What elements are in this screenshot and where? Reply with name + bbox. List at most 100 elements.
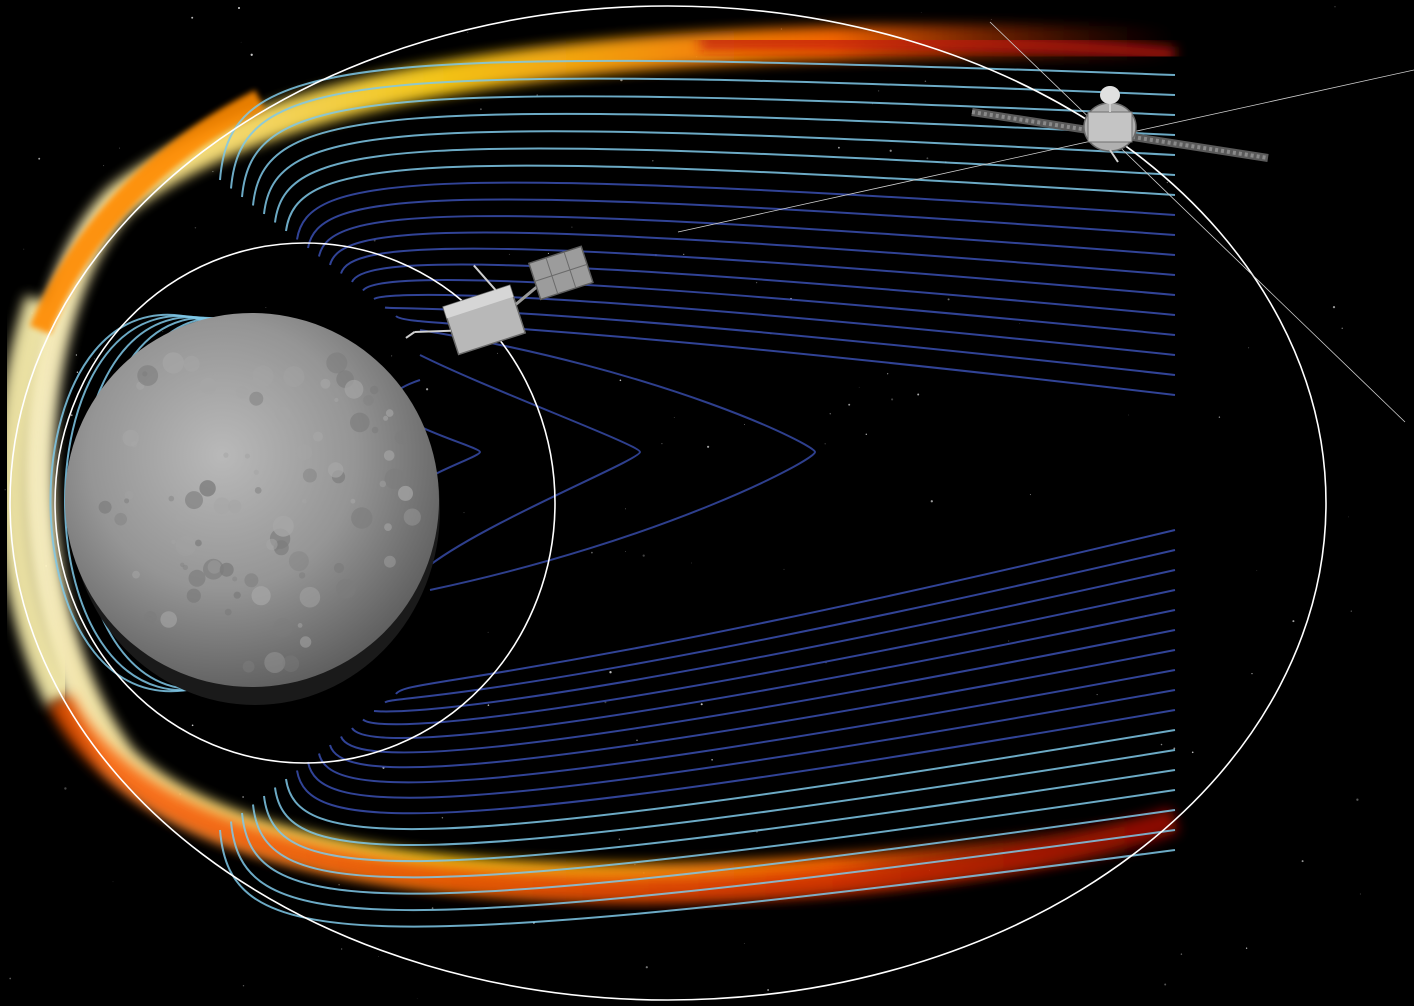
- crater: [114, 512, 127, 526]
- outer-spacecraft: [677, 21, 1414, 423]
- crater: [171, 539, 176, 545]
- star: [711, 758, 713, 761]
- star: [1128, 414, 1130, 416]
- crater: [211, 374, 219, 381]
- crater: [186, 588, 201, 603]
- star: [1008, 640, 1010, 642]
- crater: [283, 366, 305, 388]
- star: [425, 388, 429, 391]
- star: [497, 352, 498, 354]
- field-line: [384, 306, 1176, 376]
- crater: [200, 377, 217, 395]
- crater: [350, 498, 356, 504]
- star: [930, 500, 933, 503]
- field-line: [219, 59, 1176, 181]
- field-line: [263, 130, 1176, 215]
- star: [947, 298, 950, 301]
- crater: [370, 385, 379, 395]
- star: [926, 157, 929, 160]
- crater: [242, 660, 255, 673]
- star: [619, 379, 622, 382]
- field-line: [64, 315, 231, 691]
- star: [824, 443, 826, 445]
- crater: [233, 591, 241, 599]
- field-line: [395, 529, 1176, 695]
- crater: [296, 444, 313, 461]
- star: [194, 227, 197, 229]
- star: [743, 943, 745, 944]
- star: [829, 413, 831, 415]
- outer-orbit: [9, 5, 1327, 1001]
- inner-orbit: [54, 242, 556, 764]
- crater: [227, 499, 242, 514]
- field-line: [263, 769, 1176, 863]
- field-line: [362, 279, 1176, 336]
- star: [237, 6, 241, 10]
- crater: [384, 523, 392, 531]
- star: [642, 554, 645, 557]
- star: [1248, 347, 1250, 349]
- star: [265, 307, 267, 308]
- field-line: [419, 354, 642, 566]
- crater: [288, 551, 309, 572]
- star: [75, 354, 78, 356]
- star: [191, 724, 194, 727]
- field-line: [296, 181, 1176, 240]
- crater: [98, 500, 112, 514]
- crater: [350, 412, 370, 433]
- star: [1218, 416, 1221, 418]
- crater: [371, 426, 379, 434]
- crater: [264, 652, 286, 673]
- crater: [253, 469, 259, 475]
- crater: [299, 636, 312, 648]
- field-line: [274, 749, 1176, 847]
- star: [431, 907, 434, 909]
- star: [1359, 893, 1361, 895]
- star: [23, 248, 25, 250]
- star: [1029, 494, 1031, 496]
- crater: [203, 558, 224, 580]
- star: [118, 147, 120, 149]
- star: [103, 165, 105, 167]
- star: [865, 433, 868, 436]
- star: [858, 386, 860, 388]
- planet-craters: [98, 352, 421, 673]
- crater: [244, 573, 259, 588]
- star: [1096, 694, 1098, 696]
- field-line: [384, 549, 1176, 704]
- crater: [383, 450, 395, 461]
- crater: [403, 508, 421, 526]
- field-line: [318, 669, 1176, 784]
- field-line: [329, 231, 1176, 276]
- field-line: [362, 589, 1176, 726]
- field-line: [351, 263, 1176, 316]
- field-line: [241, 809, 1176, 895]
- crater: [146, 616, 153, 623]
- star: [1341, 327, 1343, 329]
- crater: [379, 480, 387, 488]
- field-line: [230, 77, 1176, 189]
- star: [571, 226, 573, 228]
- star: [924, 80, 927, 82]
- star: [755, 281, 758, 284]
- star: [1292, 620, 1295, 623]
- star: [1180, 953, 1183, 955]
- crater: [334, 397, 339, 403]
- planet-mercury: [65, 313, 440, 705]
- crater: [132, 570, 140, 579]
- star: [94, 358, 96, 360]
- crater: [244, 453, 250, 459]
- crater: [124, 498, 130, 504]
- crater: [384, 468, 406, 490]
- star: [250, 53, 253, 56]
- star: [700, 703, 703, 706]
- crater: [336, 578, 356, 599]
- field-line: [296, 709, 1176, 815]
- star: [508, 253, 510, 255]
- star: [479, 108, 482, 111]
- star: [1301, 860, 1304, 863]
- field-line: [241, 95, 1176, 198]
- star: [341, 948, 343, 950]
- crater: [223, 452, 229, 458]
